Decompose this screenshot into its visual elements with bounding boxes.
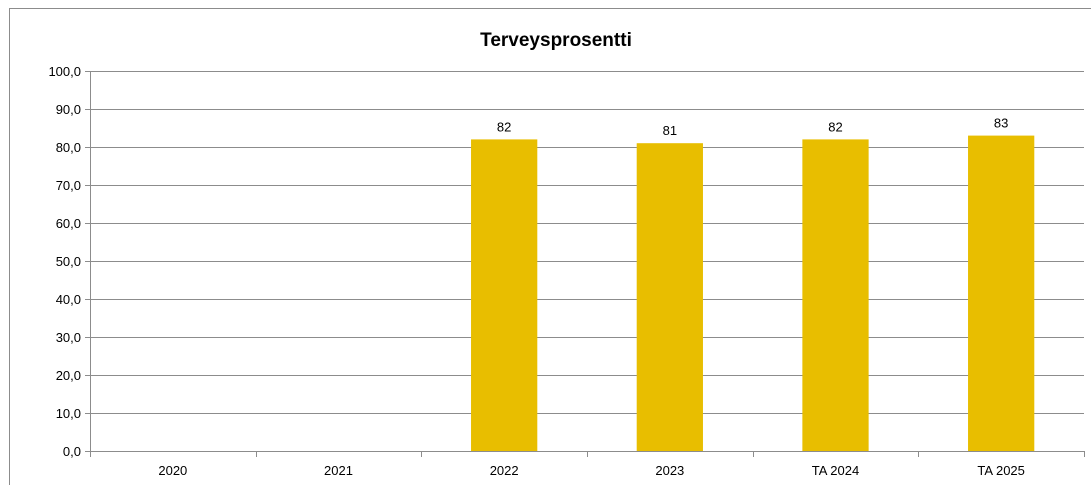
data-labels: 82 81 82 83 xyxy=(497,116,1008,139)
x-tick-label: 2022 xyxy=(490,463,519,478)
y-axis: 0,0 10,0 20,0 30,0 40,0 50,0 60,0 70,0 80,0 90,0 1… xyxy=(48,64,91,459)
grid-lines xyxy=(85,71,1084,452)
y-tick-label: 30,0 xyxy=(56,330,81,345)
x-axis: 2020 2021 2022 2023 TA 2024 TA 2025 xyxy=(90,451,1085,478)
y-tick-label: 40,0 xyxy=(56,292,81,307)
x-tick-label: TA 2024 xyxy=(812,463,859,478)
y-tick-label: 0,0 xyxy=(63,444,81,459)
bars xyxy=(471,135,1035,451)
y-tick-label: 50,0 xyxy=(56,254,81,269)
y-tick-label: 10,0 xyxy=(56,406,81,421)
bar xyxy=(968,135,1035,451)
x-tick-label: 2023 xyxy=(655,463,684,478)
bar xyxy=(802,139,869,451)
data-label: 83 xyxy=(994,116,1008,131)
y-tick-label: 100,0 xyxy=(48,64,81,79)
y-tick-label: 80,0 xyxy=(56,140,81,155)
y-tick-label: 60,0 xyxy=(56,216,81,231)
data-label: 82 xyxy=(497,119,511,134)
chart-frame xyxy=(9,8,1091,485)
y-tick-label: 70,0 xyxy=(56,178,81,193)
x-tick-label: TA 2025 xyxy=(977,463,1024,478)
bar xyxy=(636,143,703,451)
data-label: 81 xyxy=(663,123,677,138)
bar xyxy=(471,139,538,451)
x-tick-label: 2020 xyxy=(158,463,187,478)
chart-title: Terveysprosentti xyxy=(480,30,632,51)
y-tick-label: 20,0 xyxy=(56,368,81,383)
data-label: 82 xyxy=(828,119,842,134)
y-tick-label: 90,0 xyxy=(56,102,81,117)
x-tick-label: 2021 xyxy=(324,463,353,478)
